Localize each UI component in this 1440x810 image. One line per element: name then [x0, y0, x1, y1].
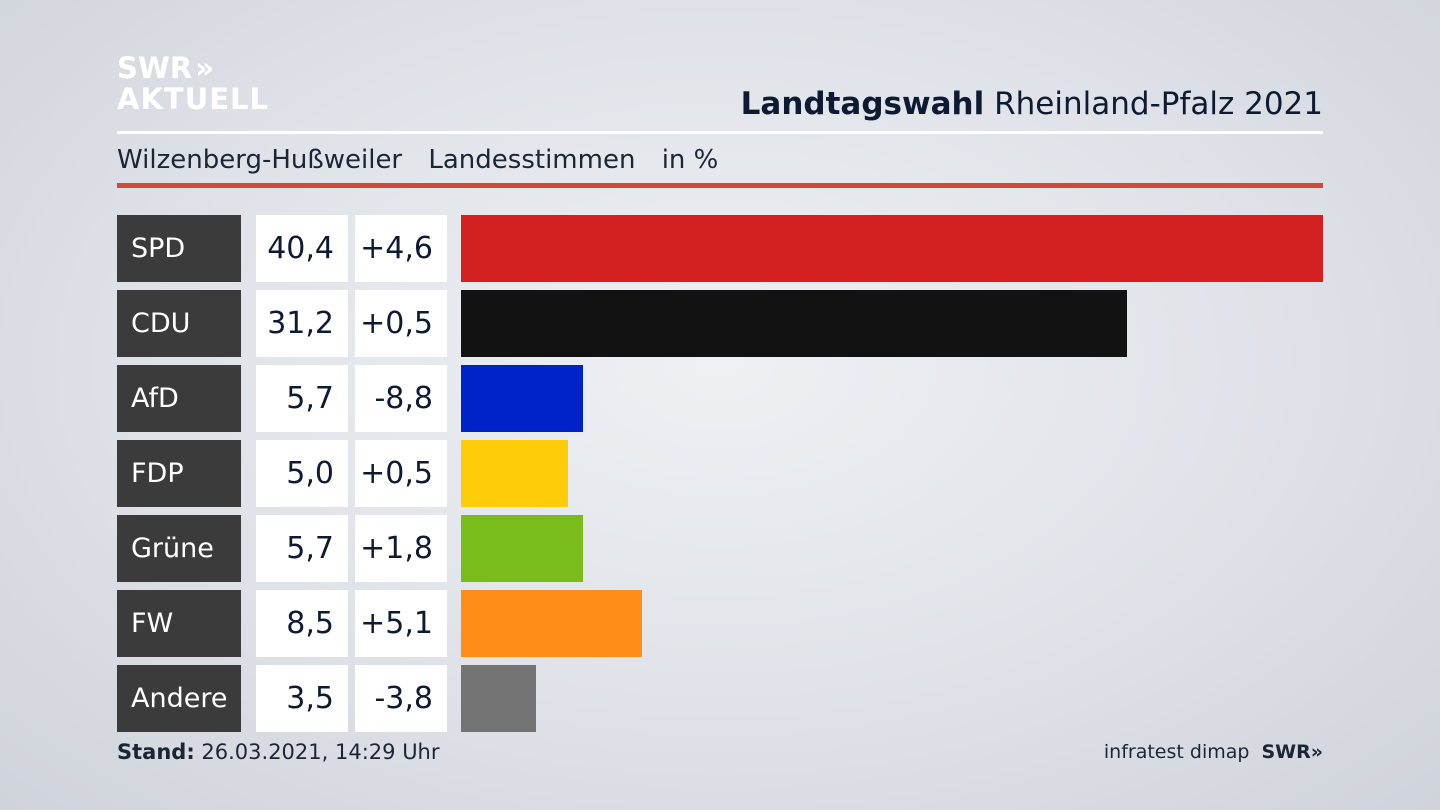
result-row: SPD 40,4 +4,6	[117, 215, 1323, 282]
vote-change-value: +1,8	[355, 515, 447, 582]
bar-afd	[461, 365, 583, 432]
page-title: Landtagswahl Rheinland-Pfalz 2021	[741, 86, 1323, 122]
result-row: FW 8,5 +5,1	[117, 590, 1323, 657]
source-credit: infratest dimap SWR»	[1104, 741, 1323, 763]
logo-arrows-icon: »	[195, 51, 214, 85]
bar-andere	[461, 665, 536, 732]
party-label: AfD	[117, 365, 241, 432]
vote-change-value: +0,5	[355, 440, 447, 507]
subtitle: Wilzenberg-Hußweiler Landesstimmen in %	[117, 145, 736, 175]
party-label: Grüne	[117, 515, 241, 582]
accent-divider	[117, 183, 1323, 188]
vote-change-value: -3,8	[355, 665, 447, 732]
swr-aktuell-logo: SWR» AKTUELL	[117, 54, 269, 114]
bar-spd	[461, 215, 1323, 282]
title-bold: Landtagswahl	[740, 86, 985, 122]
vote-share-value: 5,0	[256, 440, 348, 507]
footer-brand: SWR	[1261, 741, 1311, 763]
subtitle-unit: in %	[661, 145, 719, 175]
vote-change-value: -8,8	[355, 365, 447, 432]
timestamp: Stand: 26.03.2021, 14:29 Uhr	[117, 740, 440, 764]
subtitle-type: Landesstimmen	[428, 145, 636, 175]
vote-share-value: 3,5	[256, 665, 348, 732]
vote-share-value: 5,7	[256, 515, 348, 582]
bar-fw	[461, 590, 642, 657]
result-row: AfD 5,7 -8,8	[117, 365, 1323, 432]
vote-change-value: +4,6	[355, 215, 447, 282]
logo-swr-text: SWR	[117, 51, 193, 85]
result-row: FDP 5,0 +0,5	[117, 440, 1323, 507]
footer-arrows-icon: »	[1310, 741, 1323, 763]
bar-grüne	[461, 515, 583, 582]
vote-share-value: 5,7	[256, 365, 348, 432]
bar-cdu	[461, 290, 1127, 357]
party-label: Andere	[117, 665, 241, 732]
stand-label: Stand:	[117, 740, 195, 764]
result-row: Grüne 5,7 +1,8	[117, 515, 1323, 582]
party-label: CDU	[117, 290, 241, 357]
title-rest: Rheinland-Pfalz 2021	[994, 86, 1323, 122]
party-label: FW	[117, 590, 241, 657]
header-divider	[117, 131, 1323, 134]
subtitle-place: Wilzenberg-Hußweiler	[117, 145, 403, 175]
party-label: FDP	[117, 440, 241, 507]
swr-footer-logo: SWR»	[1261, 741, 1323, 763]
vote-share-value: 8,5	[256, 590, 348, 657]
result-row: Andere 3,5 -3,8	[117, 665, 1323, 732]
bar-fdp	[461, 440, 568, 507]
logo-aktuell-text: AKTUELL	[117, 82, 270, 116]
vote-share-value: 40,4	[256, 215, 348, 282]
result-row: CDU 31,2 +0,5	[117, 290, 1323, 357]
party-label: SPD	[117, 215, 241, 282]
vote-change-value: +0,5	[355, 290, 447, 357]
stand-value: 26.03.2021, 14:29 Uhr	[201, 740, 440, 764]
vote-share-value: 31,2	[256, 290, 348, 357]
vote-change-value: +5,1	[355, 590, 447, 657]
source-text: infratest dimap	[1103, 741, 1250, 763]
